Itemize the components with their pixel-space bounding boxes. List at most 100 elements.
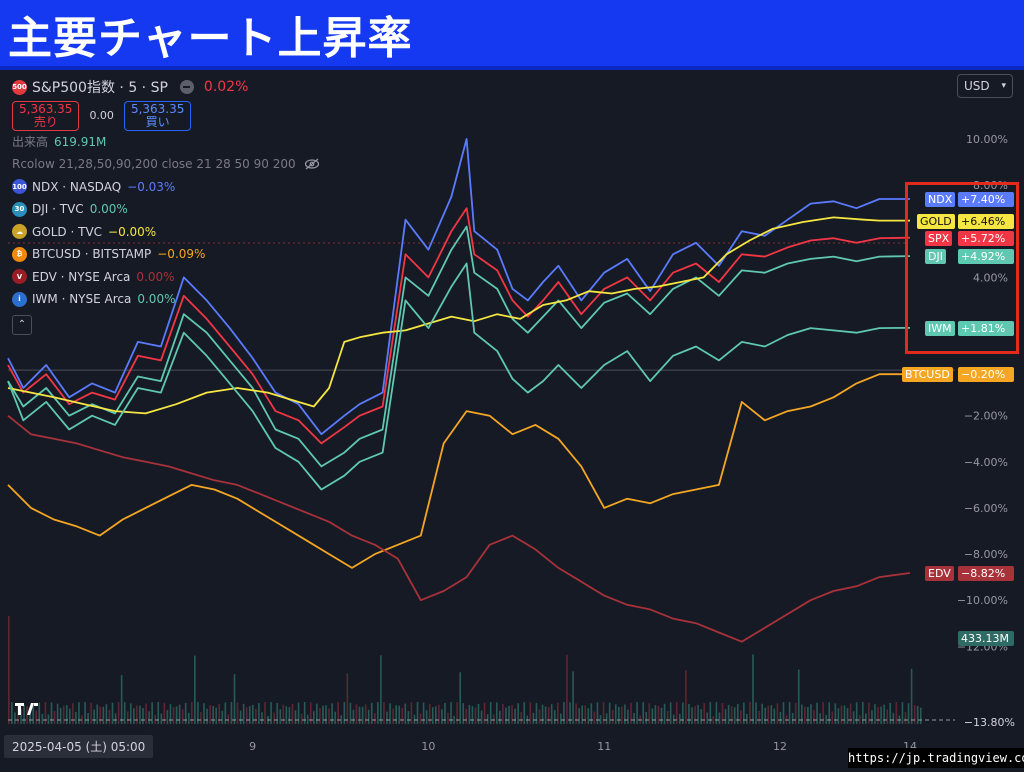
tradingview-logo[interactable] xyxy=(14,702,40,720)
volume-bar xyxy=(828,702,831,724)
volume-bar xyxy=(248,706,251,724)
volume-bar xyxy=(852,711,855,724)
hide-eye-icon[interactable] xyxy=(304,158,320,170)
volume-bar xyxy=(273,712,275,724)
comparison-name: NDX · NASDAQ xyxy=(32,179,122,194)
volume-bar xyxy=(468,704,471,724)
volume-bar xyxy=(459,672,461,724)
volume-bar xyxy=(44,702,47,724)
y-tick-label: −10.00% xyxy=(957,594,1008,607)
volume-value-tag: 433.13M xyxy=(958,631,1014,646)
volume-bar xyxy=(352,709,355,724)
series-name-tag: GOLD xyxy=(917,213,955,229)
collapse-legend-button[interactable]: ⌃ xyxy=(12,314,32,335)
volume-bar xyxy=(78,702,80,724)
main-symbol-row[interactable]: 500 S&P500指数 · 5 · SP 0.02% xyxy=(12,76,320,99)
volume-bar xyxy=(630,702,632,724)
volume-bar xyxy=(618,706,620,724)
volume-bar xyxy=(456,702,458,724)
volume-bar xyxy=(767,705,770,724)
series-value-tag: +7.40% xyxy=(958,191,1014,207)
volume-bar xyxy=(108,709,111,724)
comparison-row[interactable]: i IWM · NYSE Arca 0.00% xyxy=(12,288,320,311)
volume-bar xyxy=(291,704,294,724)
comparison-change: 0.00% xyxy=(136,269,175,284)
comparison-change: −0.09% xyxy=(157,247,206,262)
volume-bar xyxy=(96,704,99,724)
volume-bar xyxy=(282,704,285,724)
volume-bar xyxy=(401,707,404,724)
buy-button[interactable]: 5,363.35 買い xyxy=(123,100,192,131)
volume-bar xyxy=(910,668,913,724)
sell-button[interactable]: 5,363.35 売り xyxy=(12,100,80,131)
series-line-spx xyxy=(7,207,911,445)
volume-bar xyxy=(8,616,10,724)
comparison-row[interactable]: V EDV · NYSE Arca 0.00% xyxy=(12,266,320,289)
volume-bar xyxy=(697,704,699,724)
volume-bar xyxy=(715,702,718,724)
x-tick-label: 11 xyxy=(597,740,611,753)
volume-bar xyxy=(309,702,312,724)
volume-bar xyxy=(191,702,193,724)
volume-bar xyxy=(523,702,526,724)
highlight-box xyxy=(905,182,1019,354)
indicator-row[interactable]: Rcolow 21,28,50,90,200 close 21 28 50 90… xyxy=(12,153,320,176)
volume-bar xyxy=(230,702,233,724)
volume-bar xyxy=(712,715,715,724)
volume-bar xyxy=(529,702,532,724)
sell-price: 5,363.35 xyxy=(19,101,73,116)
volume-bar xyxy=(724,709,727,724)
volume-bar xyxy=(611,709,614,724)
volume-bar xyxy=(535,702,538,724)
volume-bar xyxy=(807,706,809,724)
volume-bar xyxy=(919,707,922,724)
volume-bar xyxy=(706,712,709,724)
volume-bar xyxy=(868,702,870,724)
volume-bar xyxy=(136,705,138,724)
series-name-tag: SPX xyxy=(925,230,953,246)
volume-bar xyxy=(343,702,346,724)
comparison-row[interactable]: ☁ GOLD · TVC −0.00% xyxy=(12,221,320,244)
volume-bar xyxy=(59,707,62,724)
volume-bar xyxy=(447,712,449,724)
volume-bar xyxy=(370,702,373,724)
volume-bar xyxy=(855,702,858,724)
volume-bar xyxy=(743,702,745,724)
volume-bar xyxy=(172,707,175,724)
volume-bar xyxy=(657,705,660,724)
volume-bar xyxy=(337,702,339,724)
series-line-edv xyxy=(7,414,911,643)
volume-bar xyxy=(450,702,452,724)
volume-row[interactable]: 出来高 619.91M xyxy=(12,131,320,154)
currency-label: USD xyxy=(963,79,990,93)
volume-bar xyxy=(14,712,16,724)
volume-bar xyxy=(916,705,919,724)
volume-bar xyxy=(157,702,160,724)
volume-bar xyxy=(584,705,587,724)
volume-bar xyxy=(209,705,211,724)
comparison-row[interactable]: 30 DJI · TVC 0.00% xyxy=(12,198,320,221)
volume-bar xyxy=(486,714,489,724)
comparison-row[interactable]: 100 NDX · NASDAQ −0.03% xyxy=(12,176,320,199)
volume-bar xyxy=(111,702,114,724)
volume-bar xyxy=(736,703,739,724)
volume-bar xyxy=(480,710,483,724)
volume-bar xyxy=(334,711,336,724)
comparison-row[interactable]: ₿ BTCUSD · BITSTAMP −0.09% xyxy=(12,243,320,266)
chart-svg: 10.00%8.00%4.00%−2.00%−4.00%−6.00%−8.00%… xyxy=(7,133,1015,753)
y-tick-label: 4.00% xyxy=(973,271,1008,284)
volume-bar xyxy=(669,702,672,724)
volume-bar xyxy=(316,703,318,724)
volume-bar xyxy=(862,702,864,724)
currency-select[interactable]: USD ▾ xyxy=(957,74,1013,98)
volume-bar xyxy=(462,703,465,724)
volume-bar xyxy=(407,711,410,724)
volume-bar xyxy=(621,706,623,724)
volume-bar xyxy=(840,705,843,724)
volume-bar xyxy=(258,703,260,724)
chart-area[interactable]: 10.00% 8.00% 4.00% −2.00% −4.00% −6.00% −8.00%… xyxy=(0,70,1024,768)
minus-icon[interactable] xyxy=(179,80,194,95)
series-value-tag: −8.82% xyxy=(958,565,1014,581)
volume-bar xyxy=(770,705,773,724)
volume-label: 出来高 xyxy=(12,135,49,150)
